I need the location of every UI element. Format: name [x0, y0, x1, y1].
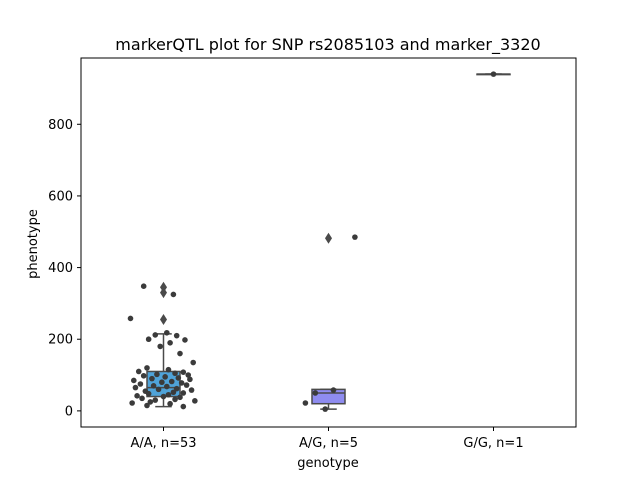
data-point	[134, 393, 140, 399]
data-point	[180, 390, 187, 396]
x-tick-label: G/G, n=1	[463, 436, 523, 451]
data-point	[352, 234, 358, 240]
data-point	[152, 397, 159, 403]
data-point	[162, 374, 168, 380]
y-tick-label: 200	[48, 333, 73, 348]
data-point	[180, 369, 187, 375]
y-tick-label: 0	[65, 404, 73, 419]
y-tick-label: 400	[48, 261, 73, 276]
data-point	[188, 387, 195, 393]
data-point	[164, 329, 170, 336]
data-point	[139, 395, 145, 402]
data-point	[152, 332, 159, 338]
data-point	[187, 376, 193, 383]
data-point	[173, 385, 180, 392]
data-point	[145, 336, 152, 343]
data-point	[167, 340, 173, 346]
data-point	[144, 365, 150, 371]
data-point	[173, 332, 180, 339]
data-point	[155, 386, 162, 393]
axes: 0 200 400 600 800 A/A, n=53 A/G, n=5 G/G, n=1	[48, 57, 577, 451]
y-axis-title: phenotype	[26, 209, 41, 279]
y-tick-label: 600	[48, 189, 73, 204]
data-point	[175, 375, 182, 381]
data-point	[164, 383, 170, 390]
data-point	[144, 402, 150, 409]
data-point	[167, 400, 173, 407]
data-point	[140, 372, 147, 379]
data-point	[183, 382, 190, 388]
data-point	[157, 343, 163, 350]
data-point	[147, 399, 154, 405]
data-point	[165, 366, 172, 373]
data-point	[160, 393, 167, 400]
data-point	[302, 400, 309, 406]
data-point	[192, 398, 198, 404]
data-point	[150, 383, 157, 389]
outlier-marker	[325, 232, 332, 244]
x-tick-label: A/A, n=53	[130, 436, 196, 451]
data-point	[180, 403, 187, 410]
data-point	[170, 291, 177, 298]
plot-area	[127, 71, 511, 412]
chart-title: markerQTL plot for SNP rs2085103 and mar…	[115, 35, 540, 55]
data-point	[490, 71, 497, 77]
data-point	[137, 381, 144, 387]
data-point	[127, 315, 134, 322]
data-point	[185, 372, 192, 378]
data-point	[172, 396, 178, 403]
outlier-marker	[160, 314, 167, 326]
data-point	[172, 370, 178, 377]
data-point	[140, 283, 147, 290]
data-point	[170, 389, 177, 396]
data-point	[182, 337, 188, 343]
data-point	[168, 378, 175, 385]
data-point	[145, 390, 152, 397]
data-point	[330, 387, 337, 393]
data-point	[165, 391, 172, 398]
data-point	[177, 394, 183, 401]
data-point	[154, 371, 160, 378]
data-point	[312, 390, 319, 396]
data-point	[132, 384, 139, 391]
data-point	[135, 368, 142, 375]
outlier-marker	[160, 281, 167, 293]
data-point	[129, 400, 135, 406]
data-point	[149, 375, 155, 382]
x-tick-label: A/G, n=5	[299, 436, 358, 451]
x-axis-title: genotype	[297, 456, 358, 471]
data-point	[131, 377, 137, 384]
y-tick-label: 800	[48, 118, 73, 133]
data-point	[159, 379, 165, 386]
data-point	[178, 380, 185, 386]
data-point	[322, 406, 329, 412]
data-point	[190, 359, 196, 366]
data-point	[177, 350, 183, 357]
